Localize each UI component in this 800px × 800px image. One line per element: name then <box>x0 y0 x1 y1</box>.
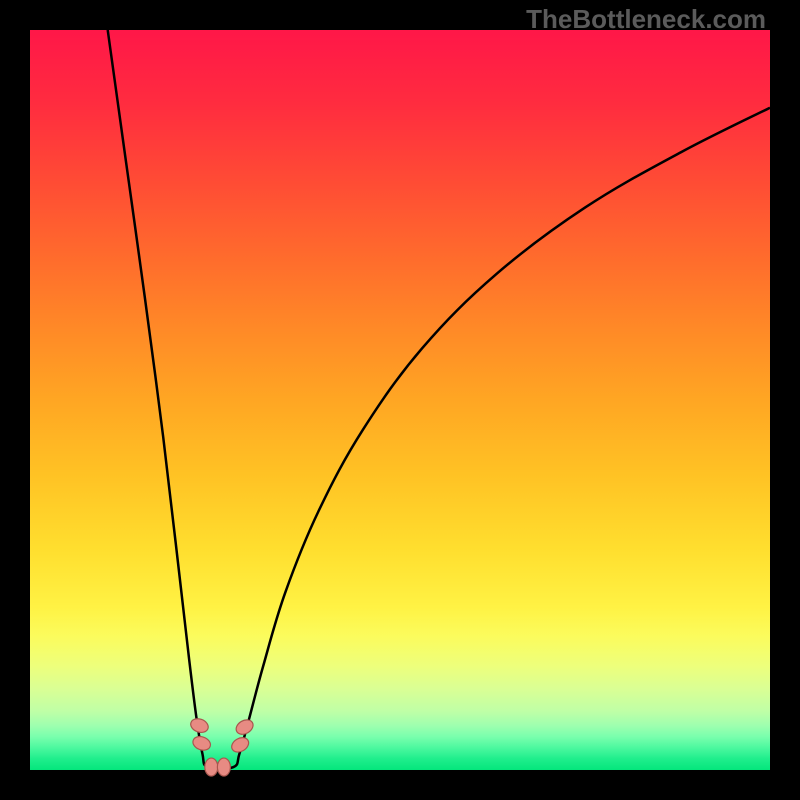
curve-layer <box>30 30 770 770</box>
chart-container: TheBottleneck.com <box>0 0 800 800</box>
plot-area <box>30 30 770 770</box>
watermark-text: TheBottleneck.com <box>526 4 766 35</box>
marker-point <box>189 716 210 734</box>
marker-point <box>234 717 256 737</box>
bottleneck-curve <box>108 30 770 769</box>
marker-point <box>229 735 251 755</box>
markers <box>189 716 256 776</box>
marker-point <box>217 758 230 776</box>
marker-point <box>191 734 212 752</box>
marker-point <box>205 758 218 776</box>
